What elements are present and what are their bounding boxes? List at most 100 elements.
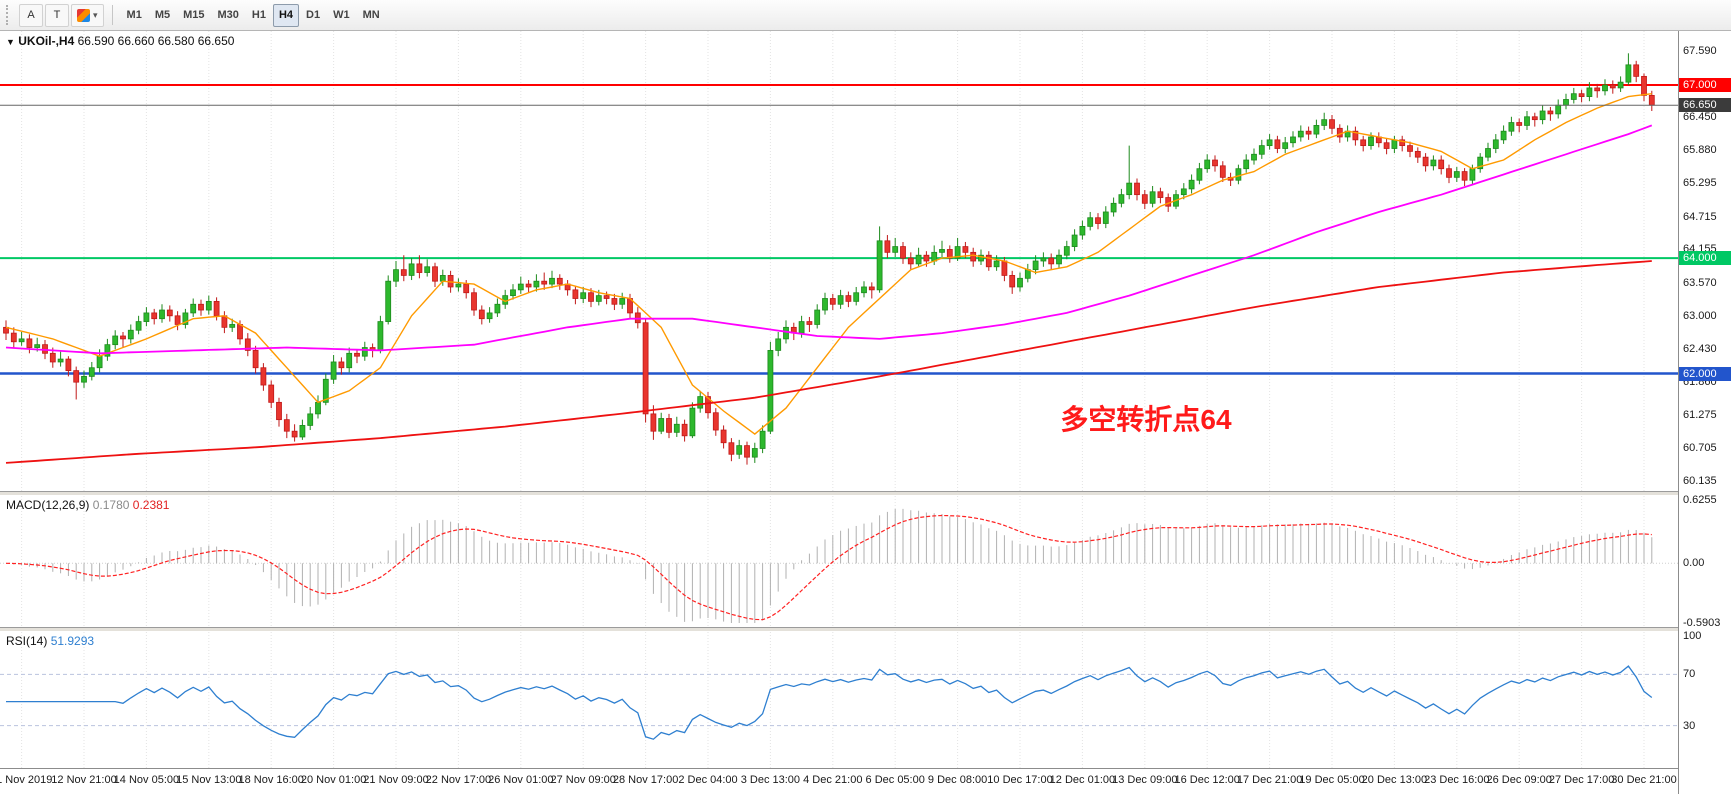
candle-body bbox=[993, 260, 1000, 268]
timeframe-button-m15[interactable]: M15 bbox=[177, 4, 210, 27]
macd-histogram bbox=[13, 508, 1653, 623]
candle-body bbox=[611, 298, 618, 305]
candle-body bbox=[1056, 254, 1062, 265]
candlestick-chart[interactable] bbox=[0, 31, 1678, 491]
candle-body bbox=[1391, 139, 1398, 149]
timeframe-button-mn[interactable]: MN bbox=[357, 4, 386, 27]
candle-body bbox=[478, 309, 485, 320]
candle-body bbox=[104, 344, 111, 357]
time-label: 11 Nov 2019 bbox=[0, 774, 53, 786]
time-label: 12 Dec 01:00 bbox=[1049, 774, 1116, 786]
timeframe-button-h4[interactable]: H4 bbox=[272, 3, 300, 27]
rsi-chart[interactable] bbox=[0, 632, 1678, 768]
candle-body bbox=[471, 292, 477, 311]
candle-body bbox=[1648, 95, 1655, 106]
time-label: 2 Dec 04:00 bbox=[678, 774, 738, 786]
candle-body bbox=[1422, 156, 1429, 167]
time-label: 23 Dec 16:00 bbox=[1424, 774, 1490, 786]
macd-signal-line bbox=[5, 514, 1652, 621]
timeframe-button-m1[interactable]: M1 bbox=[121, 4, 148, 27]
candle-body bbox=[291, 430, 298, 438]
toolbar-grip[interactable] bbox=[6, 5, 12, 25]
chart-annotation-text[interactable]: 多空转折点64 bbox=[1060, 403, 1232, 435]
candle-body bbox=[1352, 130, 1359, 141]
candle-body bbox=[1110, 202, 1117, 213]
price-tick-63.570: 63.570 bbox=[1683, 276, 1717, 289]
candle-body bbox=[455, 283, 462, 288]
candle-body bbox=[1204, 159, 1211, 170]
candle-body bbox=[385, 280, 392, 322]
macd-chart[interactable] bbox=[0, 496, 1678, 627]
candle-body bbox=[884, 240, 891, 253]
time-label: 13 Dec 09:00 bbox=[1112, 774, 1178, 786]
candle-body bbox=[751, 448, 758, 458]
candle-body bbox=[1500, 130, 1507, 141]
crayon-tool-button[interactable]: ▾ bbox=[71, 3, 104, 27]
candle-body bbox=[34, 344, 41, 348]
candle-body bbox=[923, 254, 930, 262]
main-chart-panel[interactable]: ▼ UKOil-,H4 66.590 66.660 66.580 66.650 … bbox=[0, 31, 1678, 491]
timeframe-button-h1[interactable]: H1 bbox=[246, 4, 272, 27]
collapse-triangle-icon: ▼ bbox=[6, 37, 15, 47]
timeframe-button-w1[interactable]: W1 bbox=[327, 4, 356, 27]
candle-body bbox=[1102, 211, 1109, 224]
candle-body bbox=[533, 280, 540, 288]
price-tick-60.705: 60.705 bbox=[1683, 442, 1717, 455]
candle-body bbox=[861, 286, 867, 294]
bid-price-badge: 66.650 bbox=[1679, 98, 1731, 113]
candle-body bbox=[1188, 179, 1195, 190]
timeframe-button-m30[interactable]: M30 bbox=[212, 4, 245, 27]
candle-body bbox=[1368, 136, 1374, 147]
arrow-text-tool-button[interactable]: A bbox=[19, 3, 43, 27]
candle-body bbox=[213, 300, 220, 317]
text-tool-button[interactable]: T bbox=[45, 3, 69, 27]
candle-body bbox=[915, 254, 922, 265]
time-label: 14 Nov 05:00 bbox=[113, 774, 180, 786]
candle-body bbox=[1087, 217, 1094, 227]
candle-body bbox=[322, 378, 329, 403]
candle-body bbox=[486, 312, 493, 320]
macd-panel[interactable]: MACD(12,26,9) 0.1780 0.2381 bbox=[0, 496, 1678, 627]
candle-body bbox=[619, 298, 626, 305]
candle-body bbox=[1149, 191, 1156, 204]
candle-body bbox=[1219, 165, 1226, 178]
candle-body bbox=[1516, 122, 1523, 126]
candle-body bbox=[1453, 171, 1460, 178]
panel-divider-rsi[interactable] bbox=[0, 627, 1731, 632]
timeframe-button-m5[interactable]: M5 bbox=[149, 4, 176, 27]
price-tick-65.880: 65.880 bbox=[1683, 143, 1717, 156]
candle-body bbox=[330, 361, 337, 380]
price-axis[interactable]: 67.590 66.450 65.880 65.295 64.715 64.155 63.5… bbox=[1678, 31, 1731, 794]
time-label: 6 Dec 05:00 bbox=[865, 774, 925, 786]
macd-tick-0.6255: 0.6255 bbox=[1683, 494, 1717, 506]
candle-body bbox=[759, 430, 766, 449]
candle-body bbox=[229, 324, 236, 328]
candle-body bbox=[88, 367, 95, 377]
timeframe-button-d1[interactable]: D1 bbox=[300, 4, 326, 27]
candle-body bbox=[1625, 64, 1632, 83]
candle-body bbox=[182, 312, 189, 325]
candle-body bbox=[1399, 139, 1406, 147]
candle-body bbox=[673, 423, 680, 433]
candle-body bbox=[853, 292, 860, 302]
candle-body bbox=[1477, 156, 1484, 170]
macd-tick-0.00: 0.00 bbox=[1683, 557, 1705, 570]
candle-body bbox=[1633, 64, 1640, 77]
candle-body bbox=[268, 384, 275, 403]
time-label: 3 Dec 13:00 bbox=[740, 774, 801, 786]
candle-body bbox=[1492, 139, 1499, 149]
price-tick-65.295: 65.295 bbox=[1683, 177, 1717, 190]
time-label: 4 Dec 21:00 bbox=[803, 774, 863, 786]
candle-body bbox=[1438, 159, 1445, 170]
candle-body bbox=[73, 370, 80, 383]
candle-body bbox=[744, 445, 750, 458]
candle-body bbox=[907, 257, 914, 265]
candle-body bbox=[1297, 130, 1304, 138]
panel-divider-macd[interactable] bbox=[0, 491, 1731, 496]
candle-body bbox=[1212, 159, 1218, 167]
rsi-panel[interactable]: RSI(14) 51.9293 bbox=[0, 632, 1678, 768]
candle-body bbox=[135, 321, 142, 331]
candle-body bbox=[1563, 99, 1569, 106]
candle-body bbox=[361, 347, 368, 357]
